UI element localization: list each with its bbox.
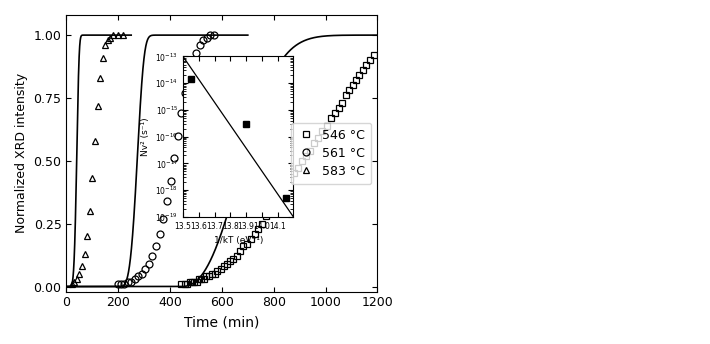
Legend: 546 °C, 561 °C, 583 °C: 546 °C, 561 °C, 583 °C [290, 122, 371, 184]
561 °C [173, 133, 182, 138]
583 °C [93, 104, 102, 108]
583 °C [72, 277, 81, 281]
561 °C [148, 254, 157, 258]
583 °C [67, 282, 76, 286]
561 °C [210, 33, 219, 37]
583 °C [75, 272, 84, 276]
583 °C [101, 43, 109, 47]
583 °C [99, 56, 107, 60]
561 °C [185, 73, 193, 77]
583 °C [109, 33, 117, 37]
561 °C [170, 156, 178, 160]
546 °C [217, 267, 225, 271]
561 °C [178, 111, 186, 115]
583 °C [88, 176, 97, 181]
583 °C [91, 139, 99, 143]
583 °C [83, 234, 92, 238]
561 °C [195, 43, 204, 47]
561 °C [152, 244, 160, 248]
561 °C [159, 217, 168, 221]
561 °C [181, 91, 190, 95]
561 °C [202, 35, 211, 40]
583 °C [77, 265, 86, 269]
561 °C [141, 267, 149, 271]
Line: 583 °C: 583 °C [68, 32, 127, 288]
561 °C [131, 277, 139, 281]
546 °C [302, 154, 310, 158]
583 °C [96, 76, 104, 80]
561 °C [114, 282, 123, 286]
546 °C [306, 149, 315, 153]
X-axis label: Time (min): Time (min) [184, 315, 260, 329]
561 °C [188, 61, 197, 65]
561 °C [199, 38, 207, 42]
561 °C [163, 199, 171, 203]
583 °C [119, 33, 128, 37]
583 °C [70, 279, 78, 283]
561 °C [133, 275, 142, 279]
561 °C [127, 279, 136, 283]
546 °C [183, 282, 192, 286]
561 °C [120, 282, 129, 286]
546 °C [185, 279, 194, 283]
561 °C [192, 51, 200, 55]
561 °C [124, 279, 132, 283]
583 °C [106, 35, 115, 40]
Y-axis label: Normalized XRD intensity: Normalized XRD intensity [15, 73, 28, 233]
546 °C [246, 237, 255, 241]
561 °C [117, 282, 126, 286]
561 °C [155, 232, 164, 236]
583 °C [80, 252, 89, 256]
561 °C [206, 33, 214, 37]
Line: 546 °C: 546 °C [178, 52, 377, 287]
546 °C [370, 53, 378, 57]
583 °C [104, 38, 112, 42]
Line: 561 °C: 561 °C [115, 32, 217, 288]
561 °C [166, 179, 175, 183]
561 °C [137, 272, 146, 276]
546 °C [177, 282, 185, 286]
583 °C [85, 209, 94, 213]
561 °C [145, 262, 153, 266]
583 °C [114, 33, 123, 37]
